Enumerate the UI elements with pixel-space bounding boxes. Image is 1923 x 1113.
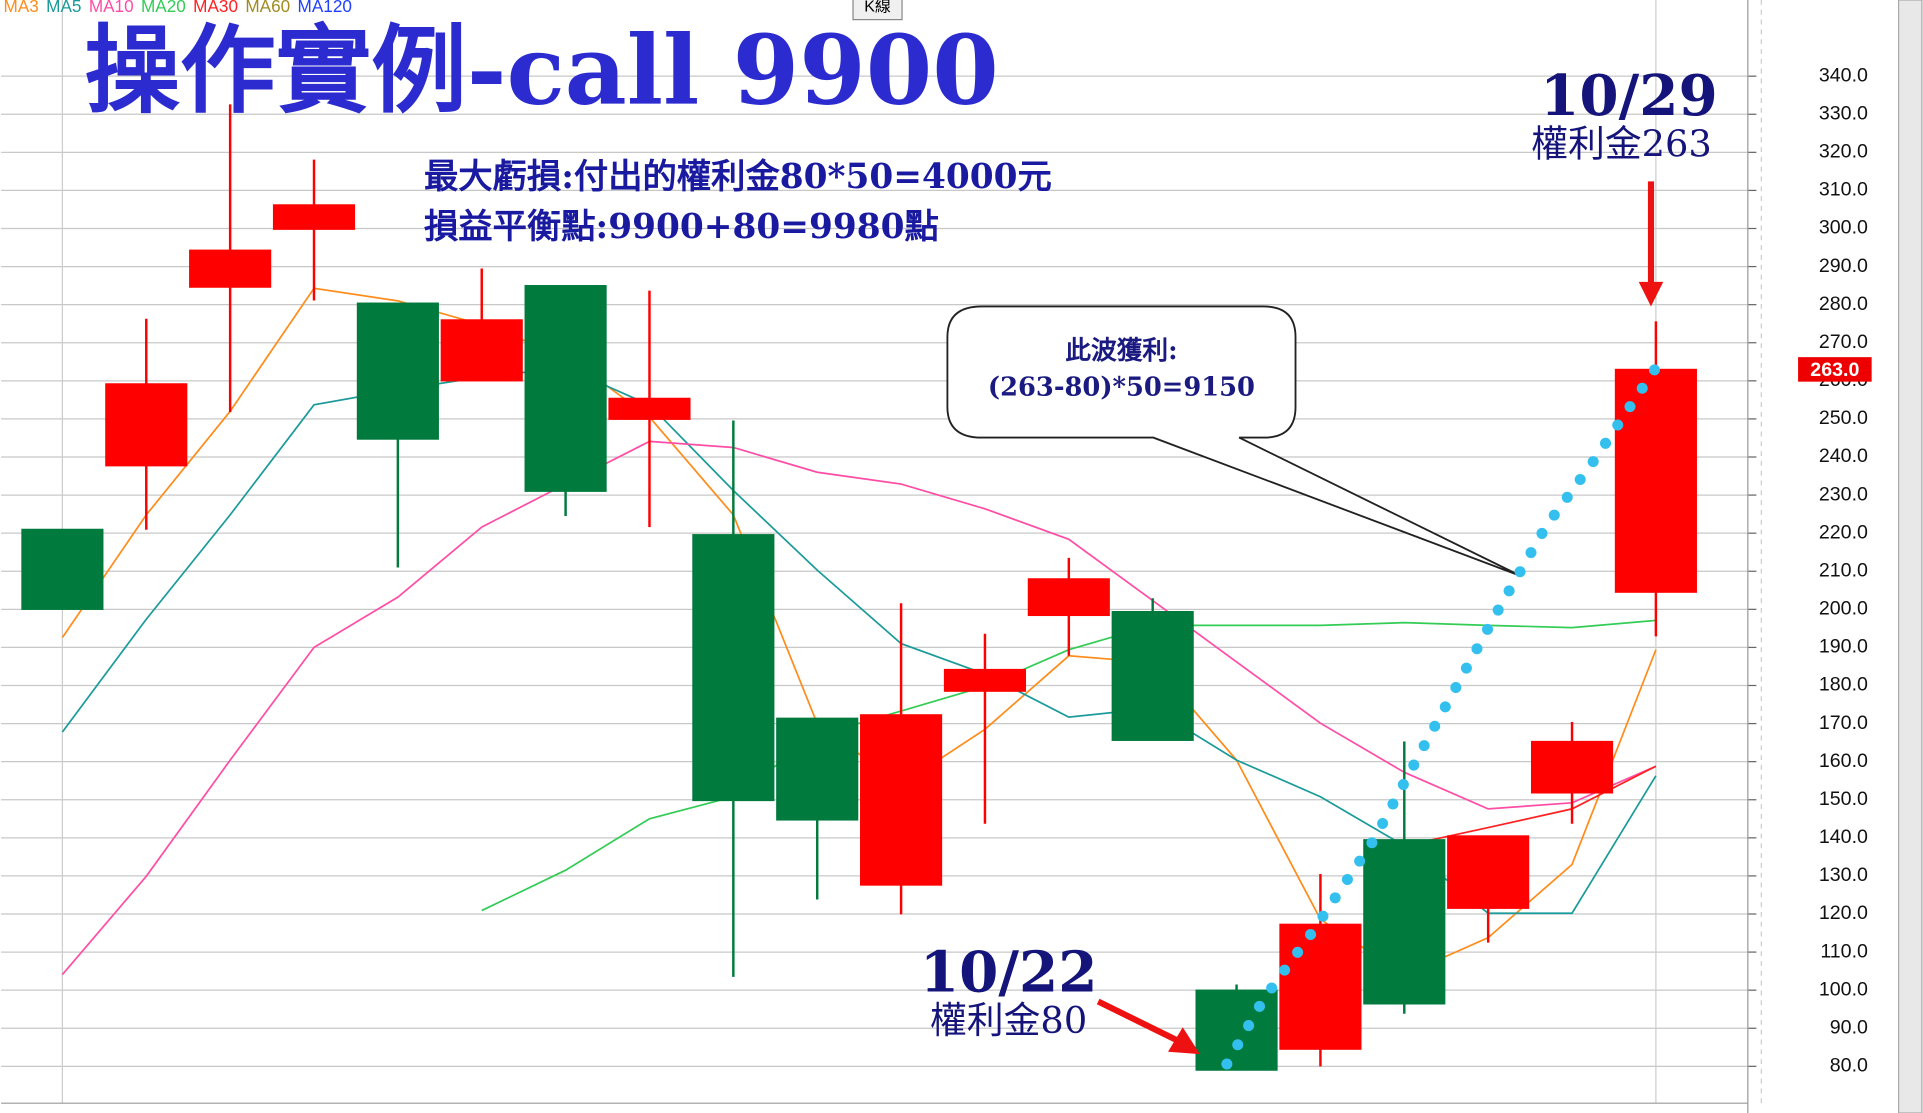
y-tick-label: 170.0 bbox=[1819, 712, 1868, 734]
callout-text: 此波獲利: bbox=[1065, 336, 1177, 366]
candle-body bbox=[440, 319, 523, 382]
y-tick-label: 290.0 bbox=[1819, 255, 1868, 277]
legend-entry: MA3 bbox=[4, 0, 39, 16]
grid-layer: 80.0 90.0 100.0 110.0 120.0 130.0 140.0 150.0 16… bbox=[1, 64, 1868, 1077]
y-tick-label: 220.0 bbox=[1819, 521, 1868, 543]
legend-entry: MA10 bbox=[89, 0, 134, 16]
y-tick-label: 180.0 bbox=[1819, 674, 1868, 696]
legend-entry: MA60 bbox=[245, 0, 290, 16]
ma-legend: MA3 MA5 MA10 MA20 MA30 MA60 MA120 bbox=[4, 0, 352, 16]
annotation-text: 權利金263 bbox=[1531, 123, 1711, 166]
y-tick-label: 230.0 bbox=[1819, 483, 1868, 505]
indicator-label: K線 bbox=[864, 0, 891, 16]
candle-body bbox=[1279, 923, 1362, 1050]
y-tick-label: 240.0 bbox=[1819, 445, 1868, 467]
y-tick-label: 120.0 bbox=[1819, 902, 1868, 924]
note: 損益平衡點:9900+80=9980點 bbox=[424, 207, 939, 247]
callout-bubble bbox=[946, 305, 1522, 577]
ma-line bbox=[61, 440, 1657, 976]
candle-body bbox=[943, 668, 1027, 692]
y-tick-label: 320.0 bbox=[1819, 141, 1868, 163]
candle-body bbox=[524, 285, 607, 492]
legend-entry: MA20 bbox=[141, 0, 186, 16]
y-tick-label: 110.0 bbox=[1820, 940, 1868, 962]
candle-body bbox=[105, 383, 188, 467]
candle-body bbox=[1447, 835, 1530, 909]
candle-layer bbox=[21, 104, 1697, 1071]
y-tick-label: 300.0 bbox=[1819, 217, 1868, 239]
candle-body bbox=[1027, 578, 1110, 617]
annotation-date: 10/29 bbox=[1540, 63, 1718, 129]
chart-title: 操作實例-call 9900 bbox=[84, 13, 998, 126]
note: 最大虧損:付出的權利金80*50=4000元 bbox=[424, 157, 1052, 197]
y-tick-label: 340.0 bbox=[1819, 64, 1868, 86]
price-tag bbox=[1798, 357, 1872, 382]
y-tick-label: 90.0 bbox=[1830, 1016, 1868, 1038]
annotation-date: 10/22 bbox=[920, 940, 1098, 1006]
legend-entry: MA120 bbox=[298, 0, 352, 16]
candle-body bbox=[1530, 740, 1614, 794]
y-tick-label: 210.0 bbox=[1819, 559, 1868, 581]
arrowhead bbox=[1168, 1027, 1200, 1055]
legend-entry: MA30 bbox=[193, 0, 238, 16]
candle-body bbox=[608, 397, 691, 420]
y-tick-label: 130.0 bbox=[1819, 864, 1868, 886]
candle-body bbox=[860, 714, 943, 886]
y-tick-label: 310.0 bbox=[1819, 179, 1868, 201]
candle-body bbox=[21, 528, 104, 610]
indicator-tab bbox=[852, 0, 903, 21]
candle-body bbox=[1363, 839, 1446, 1005]
y-tick-label: 280.0 bbox=[1819, 293, 1868, 315]
y-tick-label: 80.0 bbox=[1830, 1055, 1868, 1077]
y-tick-label: 140.0 bbox=[1819, 826, 1868, 848]
arrowhead bbox=[1638, 281, 1664, 307]
y-tick-label: 270.0 bbox=[1819, 331, 1868, 353]
candle-body bbox=[1195, 989, 1278, 1071]
ma-line bbox=[61, 367, 1657, 915]
y-tick-label: 160.0 bbox=[1819, 750, 1868, 772]
y-tick-label: 330.0 bbox=[1819, 102, 1868, 124]
callout-text: (263-80)*50=9150 bbox=[988, 373, 1255, 403]
candle-body bbox=[272, 204, 356, 230]
window-edge bbox=[1897, 0, 1923, 1113]
candle-body bbox=[776, 717, 859, 821]
legend-entry: MA5 bbox=[46, 0, 81, 16]
arrow bbox=[1096, 998, 1182, 1045]
y-tick-label: 150.0 bbox=[1819, 788, 1868, 810]
candle-body bbox=[356, 302, 439, 440]
trend-dots bbox=[1221, 362, 1662, 1070]
y-tick-label: 250.0 bbox=[1819, 407, 1868, 429]
candle-body bbox=[692, 534, 775, 802]
annotation-text: 權利金80 bbox=[930, 999, 1087, 1042]
ma-line bbox=[1404, 765, 1657, 847]
y-tick-label: 100.0 bbox=[1819, 978, 1868, 1000]
y-tick-label: 200.0 bbox=[1819, 598, 1868, 620]
y-tick-label: 190.0 bbox=[1819, 636, 1868, 658]
candle-body bbox=[1111, 611, 1194, 741]
price-tag-label: 263.0 bbox=[1810, 359, 1859, 381]
candle-body bbox=[189, 249, 272, 288]
